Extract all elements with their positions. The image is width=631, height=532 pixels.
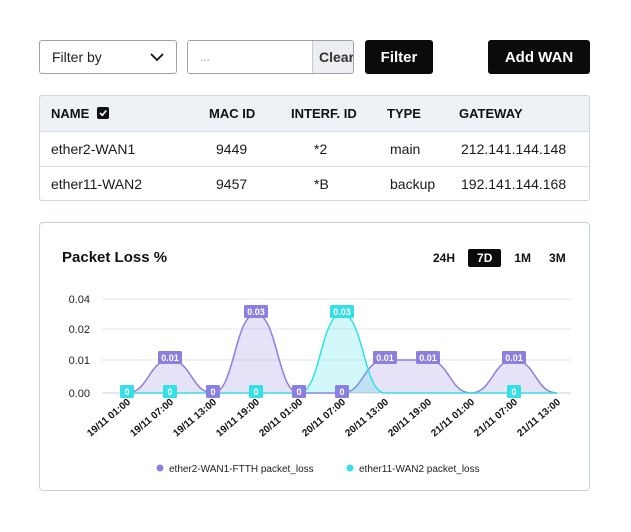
data-label: 0 — [339, 387, 344, 397]
y-tick-label: 0.00 — [69, 388, 90, 400]
check-icon — [99, 109, 108, 117]
data-label-box — [244, 305, 268, 318]
data-label-box — [330, 305, 354, 318]
data-label: 0.01 — [505, 353, 523, 363]
cell-interface-id: *B — [314, 176, 329, 192]
header-gateway[interactable]: GATEWAY — [459, 106, 523, 121]
data-label-box — [206, 385, 220, 398]
data-label: 0 — [124, 387, 129, 397]
x-tick-label: 20/11 07:00 — [300, 397, 348, 440]
range-24h[interactable]: 24H — [433, 251, 456, 265]
filter-by-label: Filter by — [52, 49, 102, 65]
range-1m[interactable]: 1M — [514, 251, 532, 265]
data-label-box — [120, 385, 134, 398]
select-all-checkbox[interactable] — [97, 107, 110, 119]
data-label: 0 — [511, 387, 516, 397]
data-label: 0 — [296, 387, 301, 397]
x-tick-label: 19/11 13:00 — [171, 397, 219, 440]
data-label-box — [292, 385, 306, 398]
clear-button[interactable]: Clear — [312, 41, 353, 73]
legend-swatch — [156, 464, 164, 472]
data-label-box — [373, 351, 397, 364]
x-tick-label: 20/11 13:00 — [343, 397, 391, 440]
table-row[interactable]: ether2-WAN1 9449 *2 main 212.141.144.148 — [40, 131, 589, 167]
toolbar: Filter by Clear Filter Add WAN — [39, 40, 590, 76]
legend-swatch — [346, 464, 354, 472]
data-label: 0.01 — [161, 353, 179, 363]
data-label: 0 — [167, 387, 172, 397]
data-label-box — [502, 351, 526, 364]
y-tick-label: 0.04 — [69, 294, 90, 306]
legend-label: ether2-WAN1-FTTH packet_loss — [169, 464, 314, 475]
cell-mac-id: 9449 — [216, 141, 248, 157]
header-mac-id[interactable]: MAC ID — [209, 106, 256, 121]
cell-gateway: 212.141.144.148 — [461, 141, 567, 157]
packet-loss-chart: 0.04 0.02 0.01 0.00 0.01 0 0.03 0 0 0.01 0.01 0.01 0… — [69, 294, 571, 475]
data-label: 0 — [253, 387, 258, 397]
y-tick-label: 0.02 — [69, 324, 90, 336]
table-row[interactable]: ether11-WAN2 9457 *B backup 192.141.144.… — [40, 166, 589, 200]
chevron-down-icon — [150, 53, 164, 62]
cell-type: main — [390, 141, 421, 157]
x-tick-label: 21/11 13:00 — [515, 397, 563, 440]
series-area — [127, 314, 557, 393]
wan-table: NAME MAC ID INTERF. ID TYPE GATEWAY ethe… — [39, 95, 590, 201]
data-label: 0.03 — [333, 307, 351, 317]
data-label: 0 — [210, 387, 215, 397]
cell-mac-id: 9457 — [216, 176, 248, 192]
cell-type: backup — [390, 176, 436, 192]
data-label-box — [335, 385, 349, 398]
range-3m[interactable]: 3M — [549, 251, 566, 265]
search-input[interactable] — [188, 41, 312, 73]
x-tick-label: 21/11 07:00 — [472, 397, 520, 440]
cell-interface-id: *2 — [314, 141, 328, 157]
x-tick-label: 20/11 19:00 — [386, 397, 434, 440]
x-tick-label: 21/11 01:00 — [429, 397, 477, 440]
y-tick-label: 0.01 — [69, 355, 90, 367]
cell-name: ether2-WAN1 — [51, 141, 136, 157]
header-type[interactable]: TYPE — [387, 106, 421, 121]
data-label-box — [158, 351, 182, 364]
table-header: NAME MAC ID INTERF. ID TYPE GATEWAY — [40, 96, 589, 131]
data-label: 0.01 — [376, 353, 394, 363]
add-wan-button[interactable]: Add WAN — [488, 40, 590, 74]
header-name[interactable]: NAME — [51, 96, 110, 131]
data-label-box — [163, 385, 177, 398]
data-label-box — [507, 385, 521, 398]
range-selector: 24H 7D 1M 3M — [428, 249, 571, 267]
packet-loss-panel: Packet Loss % 24H 7D 1M 3M 0.04 0.02 0.01 0… — [39, 222, 590, 491]
data-label: 0.01 — [419, 353, 437, 363]
series-area — [127, 314, 557, 393]
filter-button[interactable]: Filter — [365, 40, 433, 74]
search-field: Clear — [187, 40, 354, 74]
header-interface-id[interactable]: INTERF. ID — [291, 106, 357, 121]
data-label-box — [416, 351, 440, 364]
x-tick-label: 19/11 19:00 — [214, 397, 262, 440]
panel-title: Packet Loss % — [62, 249, 168, 266]
legend-label: ether11-WAN2 packet_loss — [359, 464, 480, 475]
cell-name: ether11-WAN2 — [51, 176, 143, 192]
series-line — [126, 313, 558, 394]
x-tick-label: 19/11 07:00 — [128, 397, 176, 440]
data-label-box — [249, 385, 263, 398]
data-label: 0.03 — [247, 307, 265, 317]
filter-by-dropdown[interactable]: Filter by — [39, 40, 177, 74]
x-tick-label: 19/11 01:00 — [85, 397, 133, 440]
range-7d[interactable]: 7D — [468, 249, 502, 267]
cell-gateway: 192.141.144.168 — [461, 176, 567, 192]
x-tick-label: 20/11 01:00 — [257, 397, 305, 440]
